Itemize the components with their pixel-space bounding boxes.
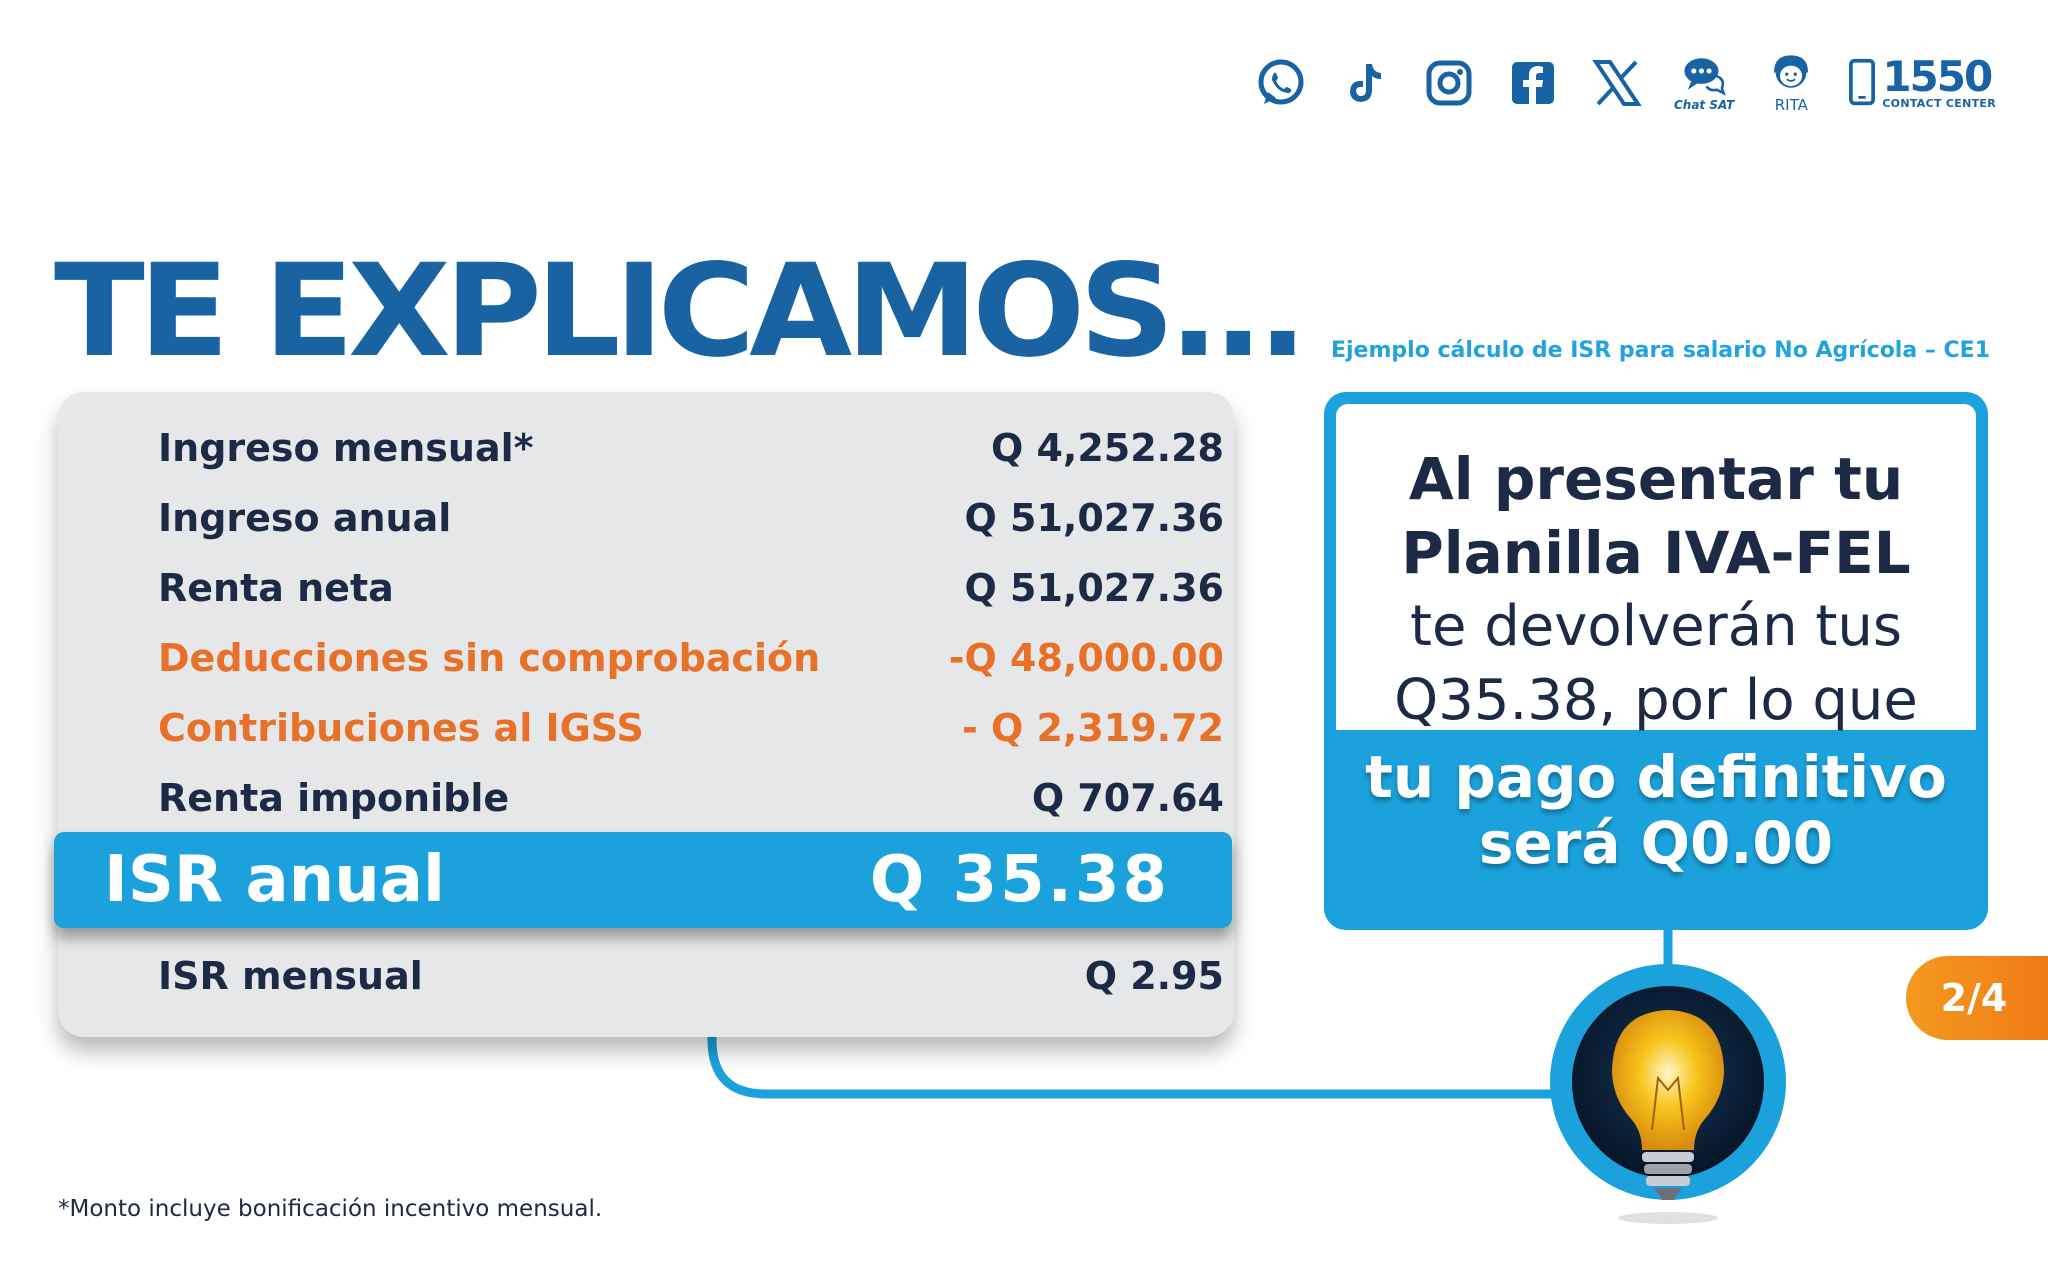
chat-sat-icon — [1684, 58, 1726, 96]
chat-sat-link[interactable]: Chat SAT — [1674, 54, 1734, 112]
info-line-2: Planilla IVA-FEL — [1401, 519, 1911, 587]
example-subtitle: Ejemplo cálculo de ISR para salario No A… — [1330, 338, 1990, 363]
phone-icon — [1849, 58, 1876, 106]
row-label: ISR mensual — [158, 954, 423, 998]
rita-icon — [1774, 55, 1809, 88]
row-label: Deducciones sin comprobación — [158, 636, 821, 680]
info-line-1: Al presentar tu — [1408, 445, 1904, 513]
rita-link[interactable]: RITA — [1764, 52, 1818, 114]
page-title: TE EXPLICAMOS... — [54, 237, 1308, 386]
row-value: Q 51,027.36 — [964, 566, 1225, 610]
table-row: Renta neta Q 51,027.36 — [158, 566, 1224, 610]
info-line-4: Q35.38, por lo que — [1394, 668, 1918, 733]
row-value: Q 707.64 — [1031, 776, 1224, 820]
table-row: Contribuciones al IGSS - Q 2,319.72 — [158, 706, 1224, 750]
table-row: Ingreso anual Q 51,027.36 — [158, 496, 1224, 540]
result-line-2: será Q0.00 — [1478, 809, 1834, 877]
whatsapp-icon[interactable] — [1254, 56, 1308, 110]
row-value: - Q 2,319.72 — [961, 706, 1224, 750]
row-value: -Q 48,000.00 — [948, 636, 1224, 680]
social-bar: Chat SAT RITA 1550 CONTACT CENTER — [1254, 52, 1996, 114]
contact-number: 1550 — [1882, 51, 1993, 101]
table-row: ISR mensual Q 2.95 — [158, 954, 1224, 998]
result-line-1: tu pago definitivo — [1365, 743, 1947, 811]
row-label: Renta neta — [158, 566, 394, 610]
info-box-text: Al presentar tu Planilla IVA-FEL te devo… — [1336, 404, 1976, 733]
footnote: *Monto incluye bonificación incentivo me… — [58, 1196, 603, 1222]
row-value: Q 51,027.36 — [964, 496, 1225, 540]
chat-sat-label: Chat SAT — [1673, 98, 1735, 112]
row-value: Q 2.95 — [1084, 954, 1224, 998]
table-row: Deducciones sin comprobación -Q 48,000.0… — [158, 636, 1224, 680]
row-label: Renta imponible — [158, 776, 510, 820]
lightbulb-icon — [1550, 964, 1786, 1224]
facebook-icon[interactable] — [1506, 56, 1560, 110]
instagram-icon[interactable] — [1422, 56, 1476, 110]
row-value: Q 4,252.28 — [990, 426, 1224, 470]
x-icon[interactable] — [1590, 56, 1644, 110]
highlight-value: Q 35.38 — [869, 843, 1170, 917]
contact-center[interactable]: 1550 CONTACT CENTER — [1848, 51, 1996, 110]
row-label: Ingreso mensual* — [158, 426, 534, 470]
info-line-3: te devolverán tus — [1409, 594, 1903, 659]
page-indicator: 2/4 — [1906, 956, 2048, 1040]
table-row: Ingreso mensual* Q 4,252.28 — [158, 426, 1224, 470]
table-row: Renta imponible Q 707.64 — [158, 776, 1224, 820]
rita-label: RITA — [1774, 96, 1808, 114]
tiktok-icon[interactable] — [1338, 56, 1392, 110]
info-box: Al presentar tu Planilla IVA-FEL te devo… — [1324, 392, 1988, 930]
calculation-table: Ingreso mensual* Q 4,252.28 Ingreso anua… — [58, 392, 1234, 1037]
highlight-label: ISR anual — [104, 843, 445, 917]
info-box-result: tu pago definitivo será Q0.00 — [1324, 744, 1988, 876]
row-label: Contribuciones al IGSS — [158, 706, 644, 750]
row-label: Ingreso anual — [158, 496, 452, 540]
isr-anual-highlight: ISR anual Q 35.38 — [54, 832, 1232, 928]
contact-label: CONTACT CENTER — [1882, 96, 1996, 110]
